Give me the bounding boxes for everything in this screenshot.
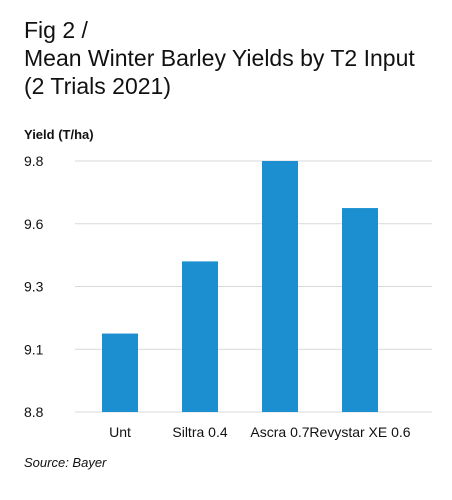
- source-note: Source: Bayer: [24, 455, 107, 470]
- y-tick-labels: 8.8 9.1 9.3 9.6 9.8: [24, 153, 44, 420]
- figure-label: Fig 2 /: [24, 17, 88, 43]
- bar: [342, 208, 378, 412]
- x-tick-label: Revystar XE 0.6: [309, 424, 410, 440]
- chart-title-line-2: (2 Trials 2021): [24, 73, 172, 99]
- y-axis-label: Yield (T/ha): [24, 127, 94, 142]
- y-tick-label: 8.8: [24, 404, 44, 420]
- x-tick-label: Ascra 0.7: [250, 424, 309, 440]
- x-tick-label: Unt: [109, 424, 131, 440]
- x-tick-label: Siltra 0.4: [172, 424, 227, 440]
- bar: [262, 161, 298, 412]
- chart-title-line-1: Mean Winter Barley Yields by T2 Input: [24, 45, 415, 71]
- bar: [182, 261, 218, 412]
- chart-title: Mean Winter Barley Yields by T2 Input (2…: [24, 44, 444, 100]
- bar: [102, 333, 138, 412]
- y-tick-label: 9.8: [24, 153, 44, 169]
- bars: [102, 161, 378, 412]
- y-tick-label: 9.6: [24, 216, 44, 232]
- x-tick-labels: Unt Siltra 0.4 Ascra 0.7 Revystar XE 0.6: [109, 424, 411, 440]
- y-tick-label: 9.3: [24, 279, 44, 295]
- y-tick-label: 9.1: [24, 341, 44, 357]
